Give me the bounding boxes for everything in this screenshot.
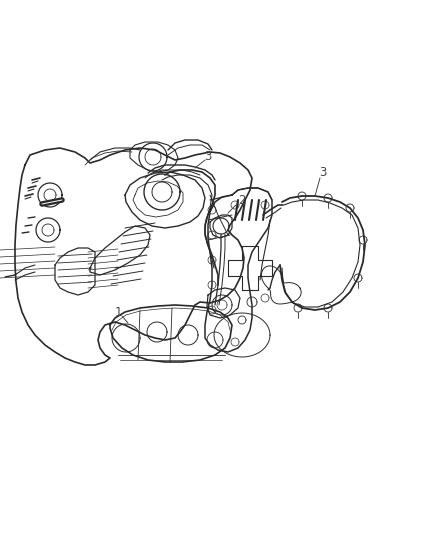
Text: 3: 3: [319, 166, 327, 179]
Text: 1: 1: [114, 305, 122, 319]
Text: 3: 3: [204, 150, 212, 164]
Text: 2: 2: [238, 193, 246, 206]
